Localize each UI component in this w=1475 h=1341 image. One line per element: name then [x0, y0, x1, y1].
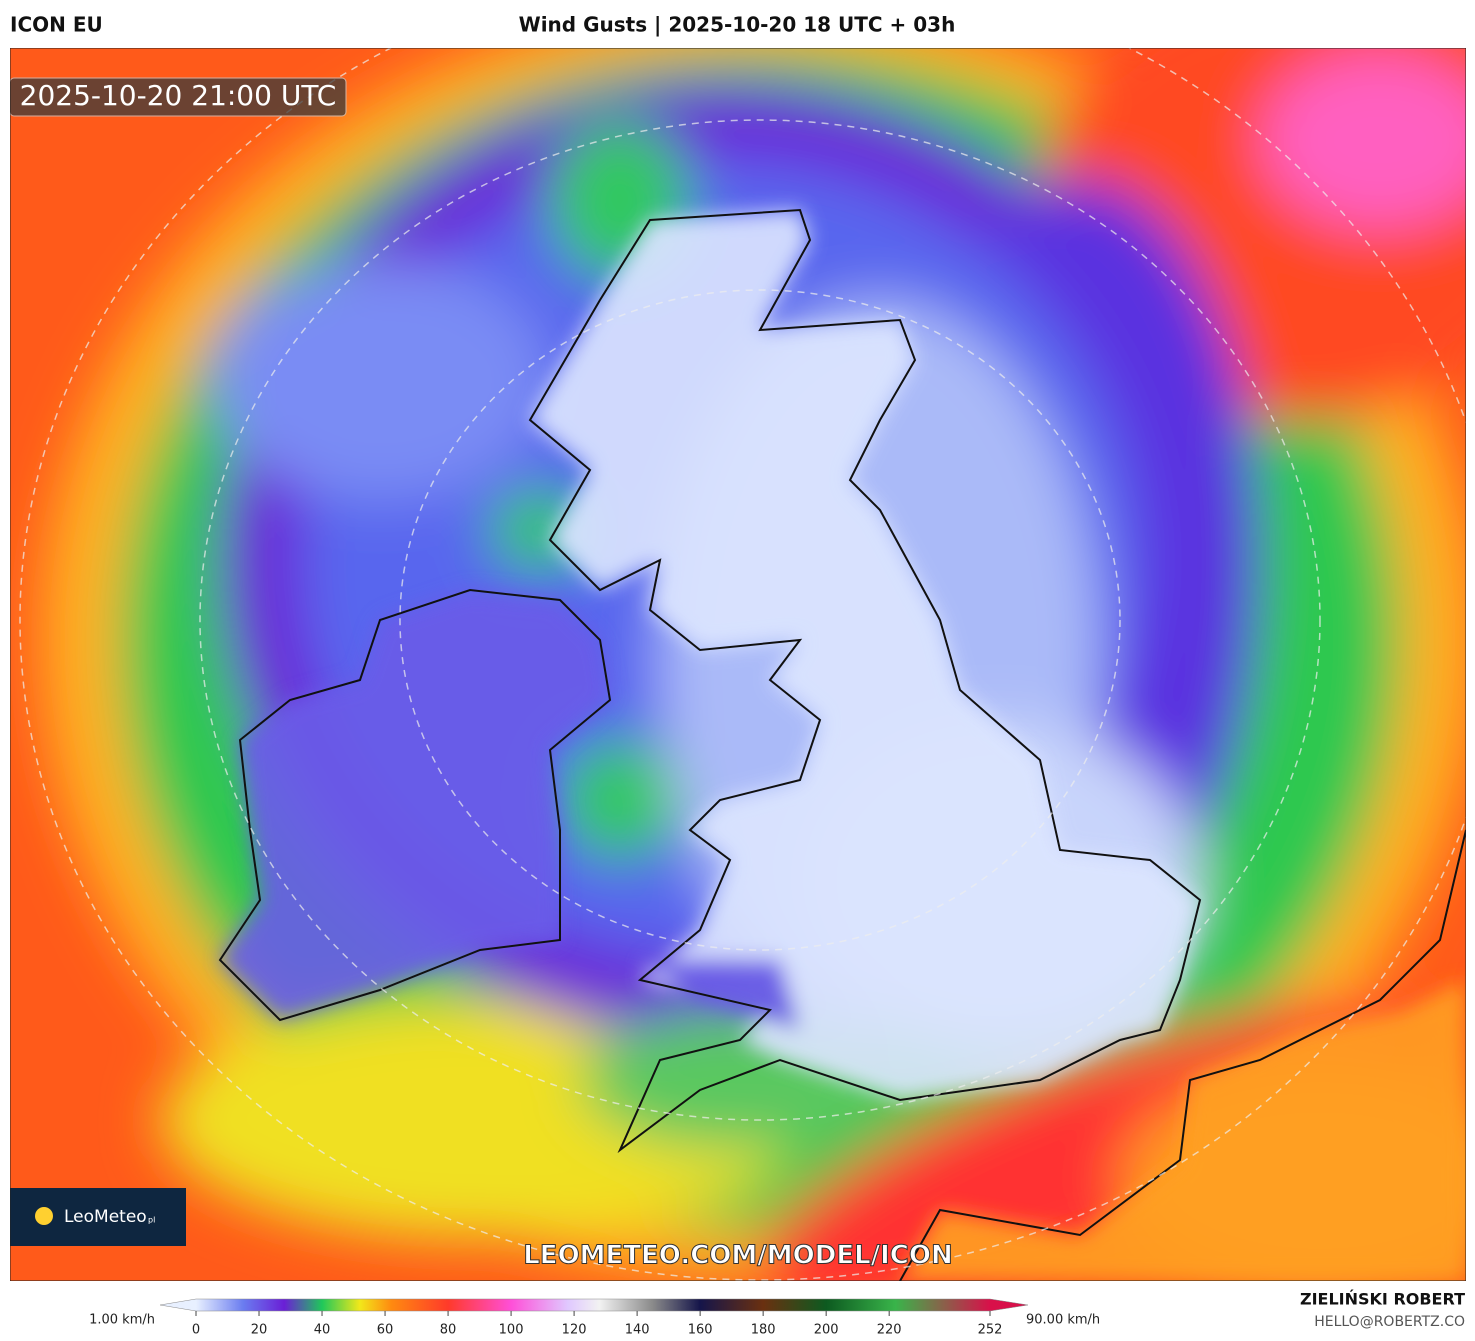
watermark: LEOMETEO.COM/MODEL/ICON [523, 1241, 953, 1271]
map: 2025-10-20 21:00 UTC LeoMeteo pl LEOMETE… [10, 48, 1466, 1281]
author: ZIELIŃSKI ROBERT [1300, 1290, 1465, 1309]
logo: LeoMeteo [64, 1207, 147, 1227]
tick-label: 160 [688, 1323, 713, 1338]
tick-label: 80 [440, 1323, 457, 1338]
tick-label: 180 [751, 1323, 776, 1338]
timestamp: 2025-10-20 21:00 UTC [20, 79, 337, 112]
tick-label: 200 [814, 1323, 839, 1338]
tick-label: 140 [625, 1323, 650, 1338]
tick-label: 60 [377, 1323, 394, 1338]
email: HELLO@ROBERTZ.CO [1314, 1314, 1465, 1330]
logo-suffix: pl [148, 1216, 155, 1225]
colorbar-max: 90.00 km/h [1026, 1313, 1100, 1328]
tick-label: 252 [978, 1323, 1003, 1338]
tick-label: 100 [499, 1323, 524, 1338]
colorbar: 0 20 40 60 80 100 120 140 160 180 200 220 252 [159, 1298, 1029, 1338]
map-title: Wind Gusts | 2025-10-20 18 UTC + 03h [519, 13, 956, 37]
tick-label: 20 [251, 1323, 268, 1338]
colorbar-min: 1.00 km/h [89, 1313, 155, 1328]
tick-label: 120 [562, 1323, 587, 1338]
tick-label: 220 [877, 1323, 902, 1338]
tick-label: 0 [192, 1323, 200, 1338]
model-name: ICON EU [10, 13, 103, 37]
tick-label: 40 [314, 1323, 331, 1338]
